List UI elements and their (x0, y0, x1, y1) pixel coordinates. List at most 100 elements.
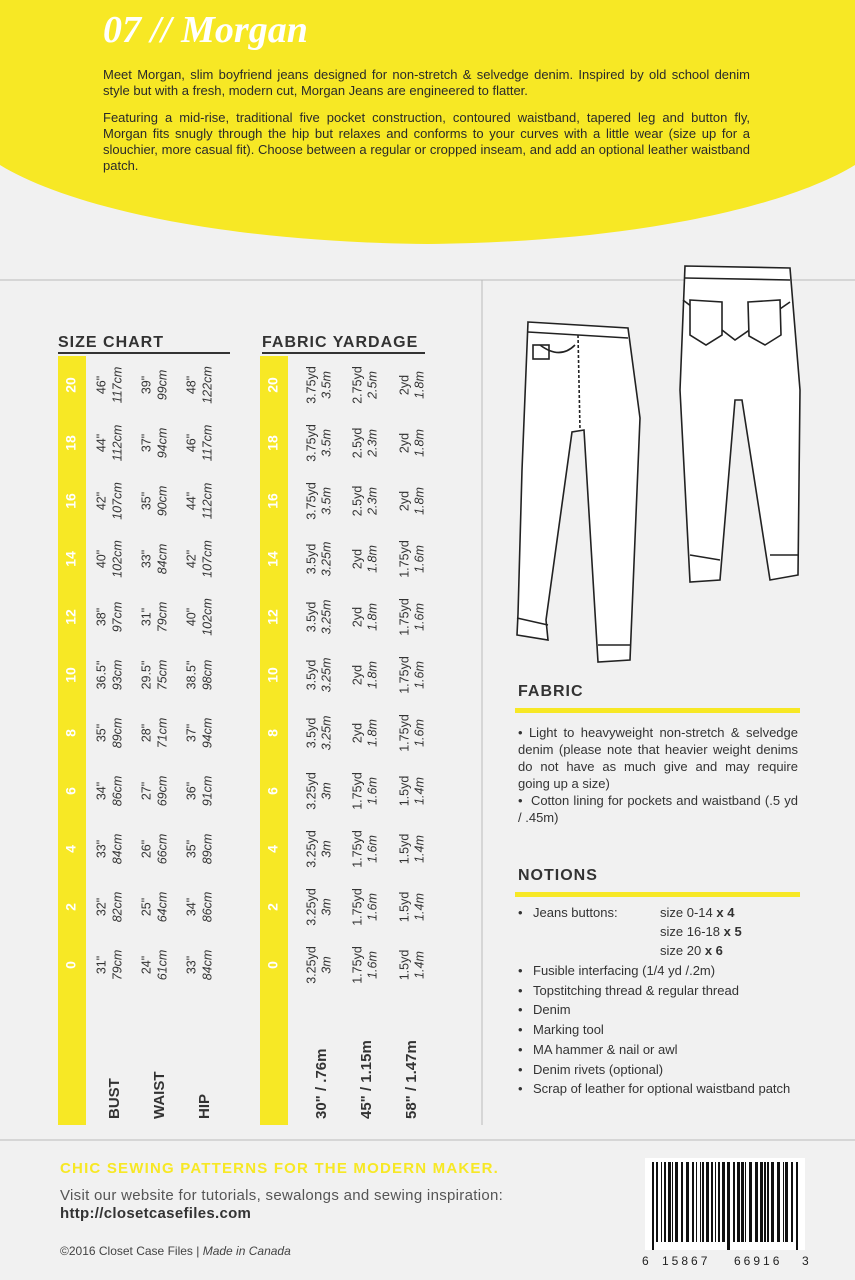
size-label: 0 (265, 961, 281, 969)
metric-value: 3.25m (319, 658, 333, 693)
size-label: 16 (265, 493, 281, 509)
imperial-value: 1.75yd (397, 656, 411, 694)
barcode-bar (656, 1162, 658, 1242)
metric-value: 102cm (200, 598, 214, 636)
metric-value: 89cm (110, 718, 124, 749)
size-label: 20 (63, 377, 79, 393)
metric-value: 3m (319, 840, 333, 857)
barcode-bar (745, 1162, 746, 1242)
fabric-text: Light to heavyweight non-stretch & selve… (518, 725, 798, 791)
imperial-value: 29.5" (139, 661, 153, 690)
size-label: 10 (63, 667, 79, 683)
metric-value: 122cm (200, 366, 214, 404)
row-label: 58" / 1.47m (403, 1040, 420, 1119)
metric-value: 1.6m (412, 603, 426, 631)
imperial-value: 37" (139, 434, 153, 452)
metric-value: 1.4m (412, 835, 426, 863)
barcode-bar (783, 1162, 784, 1242)
metric-value: 79cm (155, 602, 169, 633)
imperial-value: 36.5" (94, 661, 108, 690)
imperial-value: 35" (94, 724, 108, 742)
notion-item: Denim rivets (optional) (533, 1061, 664, 1077)
imperial-value: 34" (94, 782, 108, 800)
imperial-value: 2yd (350, 723, 364, 743)
imperial-value: 40" (184, 608, 198, 626)
metric-value: 1.8m (365, 661, 379, 689)
imperial-value: 42" (184, 550, 198, 568)
intro-paragraph: Featuring a mid-rise, traditional five p… (103, 110, 750, 173)
imperial-value: 34" (184, 898, 198, 916)
metric-value: 3.5m (319, 371, 333, 399)
row-label: 45" / 1.15m (358, 1040, 375, 1119)
tagline: CHIC SEWING PATTERNS FOR THE MODERN MAKE… (60, 1160, 500, 1177)
imperial-value: 1.75yd (350, 830, 364, 868)
imperial-value: 2.5yd (350, 428, 364, 459)
website-url[interactable]: http://closetcasefiles.com (60, 1205, 252, 1222)
metric-value: 61cm (155, 950, 169, 981)
imperial-value: 35" (184, 840, 198, 858)
row-label: WAIST (151, 1072, 168, 1120)
bullet: • (518, 1002, 523, 1018)
metric-value: 1.8m (365, 719, 379, 747)
barcode-bar (741, 1162, 744, 1242)
imperial-value: 1.5yd (397, 776, 411, 807)
row-label: HIP (196, 1094, 213, 1119)
footer-text: Visit our website for tutorials, sewalon… (60, 1187, 504, 1204)
barcode (652, 1162, 798, 1250)
size-strip (260, 356, 288, 1125)
imperial-value: 28" (139, 724, 153, 742)
metric-value: 94cm (155, 428, 169, 459)
metric-value: 1.8m (412, 371, 426, 399)
barcode-bar (722, 1162, 725, 1242)
jeans-back (679, 265, 801, 583)
barcode-bar (749, 1162, 752, 1242)
notion-item: Denim (533, 1002, 571, 1018)
size-label: 8 (63, 729, 79, 737)
imperial-value: 3.25yd (304, 946, 318, 984)
barcode-digits: 6 15867 66916 3 (642, 1254, 812, 1270)
imperial-value: 31" (139, 608, 153, 626)
barcode-bar (771, 1162, 774, 1242)
copyright-text: ©2016 Closet Case Files | (60, 1244, 200, 1258)
bullet: • (518, 1061, 523, 1077)
imperial-value: 44" (184, 492, 198, 510)
metric-value: 86cm (110, 776, 124, 807)
imperial-value: 27" (139, 782, 153, 800)
metric-value: 2.3m (365, 429, 379, 458)
imperial-value: 32" (94, 898, 108, 916)
metric-value: 1.8m (412, 487, 426, 515)
imperial-value: 38.5" (184, 661, 198, 690)
size-label: 4 (63, 845, 79, 853)
section-title: FABRIC (518, 683, 584, 700)
imperial-value: 3.5yd (304, 544, 318, 575)
metric-value: 3m (319, 956, 333, 973)
barcode-digit: 15867 (662, 1254, 711, 1268)
metric-value: 93cm (110, 660, 124, 691)
barcode-bar (692, 1162, 694, 1242)
barcode-bar (686, 1162, 689, 1242)
metric-value: 64cm (155, 892, 169, 923)
pattern-title: 07 // Morgan (103, 9, 308, 51)
metric-value: 1.8m (365, 603, 379, 631)
size-label: 0 (63, 961, 79, 969)
barcode-bar (733, 1162, 735, 1242)
imperial-value: 35" (139, 492, 153, 510)
metric-value: 1.6m (365, 777, 379, 805)
barcode-bar (764, 1162, 766, 1242)
size-label: 2 (63, 903, 79, 911)
size-label: 12 (63, 609, 79, 625)
size-label: 6 (265, 787, 281, 795)
row-label: 30" / .76m (313, 1049, 330, 1120)
barcode-bar (706, 1162, 709, 1242)
size-label: 14 (63, 551, 79, 567)
imperial-value: 2yd (397, 491, 411, 511)
fabric-text: Cotton lining for pockets and waistband … (518, 793, 799, 825)
metric-value: 91cm (200, 776, 214, 807)
button-size: size 20 (660, 943, 702, 958)
metric-value: 3.5m (319, 487, 333, 515)
barcode-bar (715, 1162, 716, 1242)
metric-value: 107cm (200, 540, 214, 578)
